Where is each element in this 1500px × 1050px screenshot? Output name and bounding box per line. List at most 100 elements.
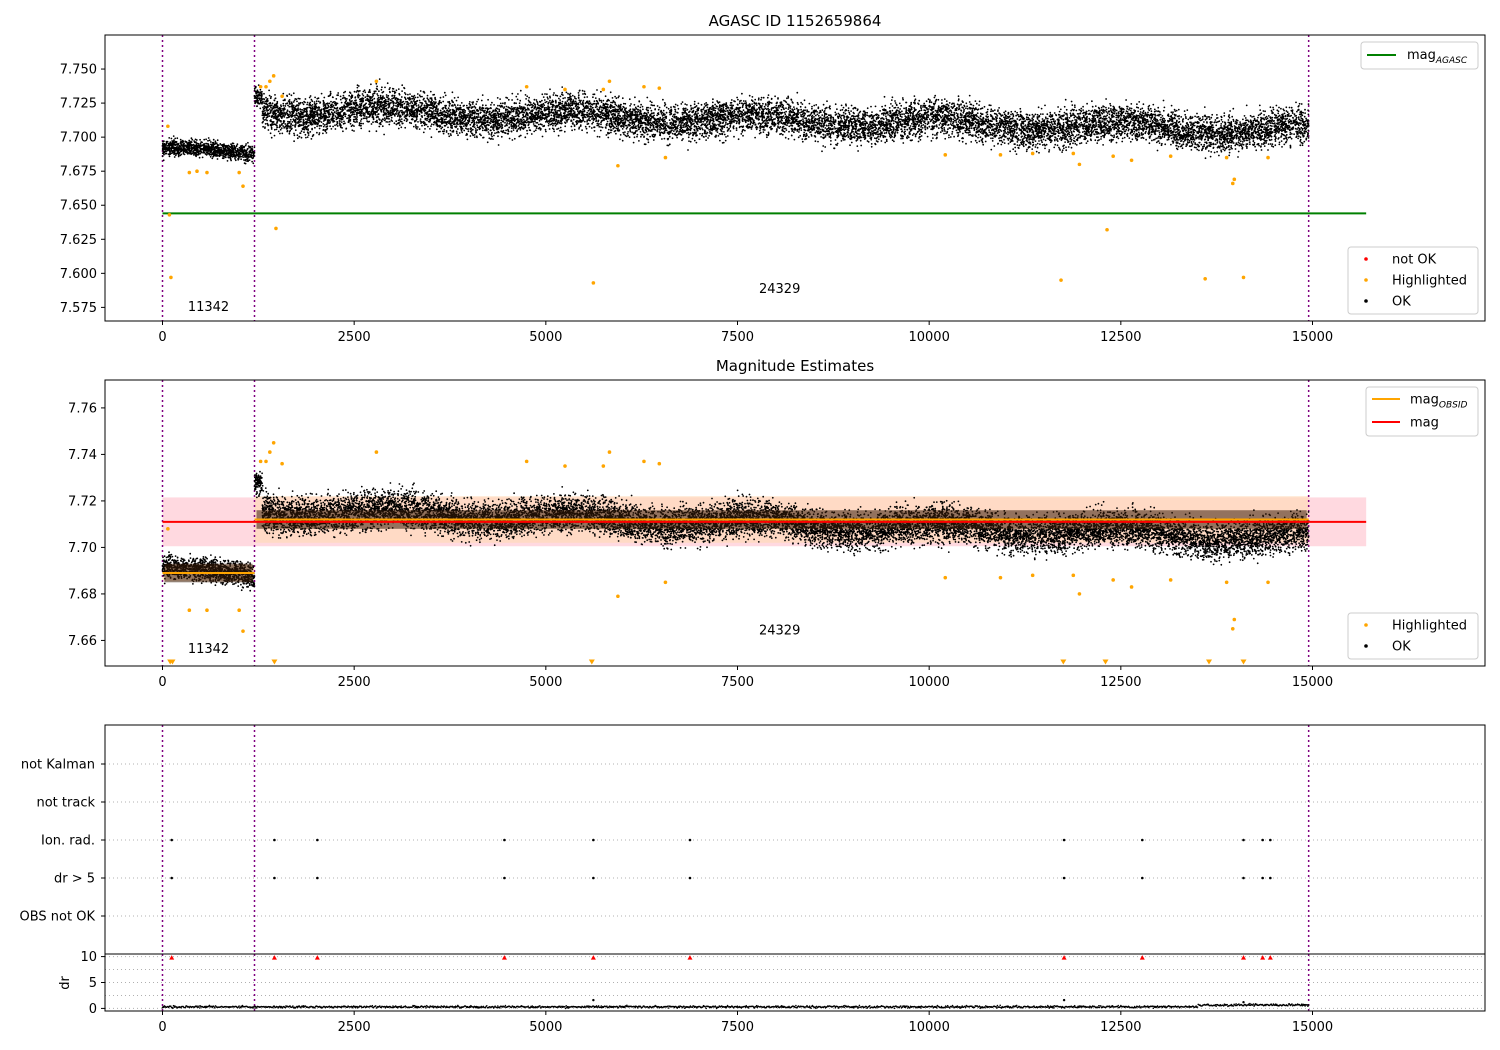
flag-point [1261, 876, 1264, 880]
dr-x-tick-label: 0 [158, 1020, 166, 1035]
highlighted-point [187, 608, 192, 612]
agasc-panel: AGASC ID 1152659864 0 2500 5000 7500 10000 12… [60, 12, 1486, 345]
legend-label: OK [1392, 640, 1411, 655]
dr-x-tick-label: 2500 [338, 1020, 371, 1035]
highlighted-point [258, 459, 263, 464]
dr-clipped-marker [1139, 955, 1145, 960]
highlighted-point [271, 74, 276, 78]
dr-clipped-marker [271, 955, 277, 960]
highlighted-point [1111, 154, 1115, 159]
highlighted-point [943, 575, 948, 580]
highlighted-point [1105, 227, 1109, 232]
highlighted-point [280, 461, 284, 466]
dr-clipped-marker [501, 955, 507, 960]
flags-panel: OBS not OK dr > 5 Ion. rad. not track not Ka… [20, 725, 1485, 954]
highlighted-point [1168, 154, 1173, 159]
flag-point [1062, 876, 1066, 880]
highlighted-point [374, 79, 379, 84]
out-of-range-marker [1240, 659, 1247, 665]
flag-point [316, 876, 319, 880]
highlighted-point [264, 84, 268, 89]
highlighted-point [167, 212, 172, 217]
dr-point [592, 998, 595, 1002]
highlighted-point [998, 153, 1003, 157]
highlighted-point [616, 163, 620, 168]
agasc-x-tick-label: 5000 [529, 330, 562, 345]
magnitude-x-tick-label: 7500 [721, 675, 754, 690]
dr-panel: dr 0 2500 5000 7500 10000 12500 15000 0 5 10 [58, 724, 1486, 1035]
out-of-range-marker [169, 659, 176, 665]
agasc-y-tick-label: 7.750 [60, 63, 97, 78]
flag-point [273, 838, 276, 842]
out-of-range-marker [1060, 659, 1067, 665]
dr-x-tick-label: 7500 [721, 1020, 754, 1035]
agasc-legend-lines [1360, 41, 1479, 70]
highlighted-point [1232, 617, 1237, 622]
obsid-label: 24329 [759, 624, 800, 639]
magnitude-estimates-panel: Magnitude Estimates 0 2500 5000 7500 10000 12… [68, 357, 1486, 690]
highlighted-point [1059, 278, 1063, 282]
highlighted-point [1030, 573, 1035, 578]
flag-category-label: Ion. rad. [41, 834, 95, 849]
agasc-x-tick-label: 2500 [338, 330, 371, 345]
magnitude-y-tick-label: 7.66 [68, 634, 97, 649]
highlighted-point [1230, 181, 1235, 186]
magnitude-ok-points [253, 470, 264, 499]
magnitude-x-tick-label: 2500 [338, 675, 371, 690]
highlighted-point [657, 461, 662, 466]
highlighted-point [166, 124, 170, 129]
legend-label: not OK [1392, 253, 1437, 268]
highlighted-point [1224, 155, 1229, 160]
highlighted-point [663, 580, 668, 585]
agasc-y-tick-label: 7.625 [60, 233, 97, 248]
highlighted-point [642, 84, 646, 89]
agasc-y-tick-label: 7.675 [60, 165, 97, 180]
highlighted-point [258, 84, 263, 89]
obsid-label: 11342 [188, 300, 229, 315]
highlighted-point [1071, 151, 1076, 156]
dr-y-tick-label: 5 [89, 976, 97, 991]
dr-points [161, 1002, 1310, 1010]
obsid-label: 24329 [759, 282, 800, 297]
highlighted-point [169, 275, 173, 280]
flag-point [170, 876, 173, 880]
highlighted-point [195, 169, 199, 173]
highlighted-point [205, 608, 209, 612]
flag-point [170, 838, 173, 842]
highlighted-point [237, 608, 241, 612]
agasc-title: AGASC ID 1152659864 [709, 12, 882, 30]
highlighted-point [1266, 155, 1270, 160]
highlighted-point [241, 184, 245, 188]
highlighted-point [998, 575, 1003, 580]
highlighted-point [601, 87, 606, 92]
agasc-y-tick-label: 7.725 [60, 97, 97, 112]
legend-swatch-marker [1364, 299, 1368, 303]
highlighted-point [1129, 158, 1134, 163]
magnitude-y-tick-label: 7.76 [68, 401, 97, 416]
agasc-x-tick-label: 10000 [908, 330, 949, 345]
flag-point [1062, 838, 1066, 842]
highlighted-point [268, 450, 272, 454]
flag-point [688, 876, 692, 880]
flag-point [592, 838, 595, 842]
dr-y-tick-label: 0 [89, 1002, 97, 1017]
highlighted-point [1111, 578, 1115, 582]
highlighted-point [1266, 580, 1270, 585]
flag-point [1269, 876, 1272, 880]
highlighted-point [943, 153, 948, 157]
dr-clipped-marker [169, 955, 175, 960]
highlighted-point [642, 459, 646, 464]
highlighted-point [268, 79, 272, 84]
flag-point [1242, 838, 1245, 842]
flag-point [1141, 838, 1144, 842]
flag-point [592, 876, 595, 880]
highlighted-point [524, 84, 529, 89]
flag-point [1269, 838, 1272, 842]
magnitude-x-tick-label: 0 [158, 675, 166, 690]
highlighted-point [271, 440, 276, 445]
highlighted-point [524, 459, 529, 464]
magnitude-x-tick-label: 5000 [529, 675, 562, 690]
highlighted-point [1168, 578, 1173, 582]
flag-point [1141, 876, 1144, 880]
